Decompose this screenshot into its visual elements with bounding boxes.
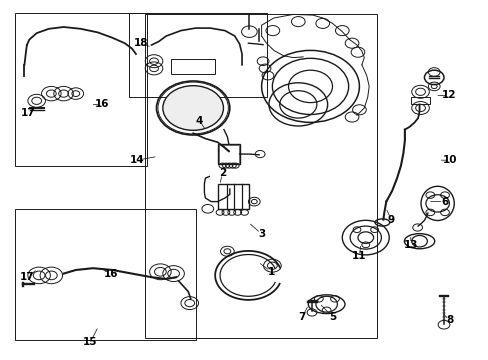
Bar xyxy=(171,59,215,74)
Text: 5: 5 xyxy=(328,312,335,322)
Bar xyxy=(128,13,266,97)
Bar xyxy=(219,145,238,163)
Text: 1: 1 xyxy=(267,267,274,277)
Text: 4: 4 xyxy=(195,116,203,126)
Circle shape xyxy=(163,86,223,130)
Bar xyxy=(15,13,146,166)
Text: 16: 16 xyxy=(104,269,119,279)
Text: 9: 9 xyxy=(387,215,394,225)
Text: 14: 14 xyxy=(129,155,144,165)
Text: 11: 11 xyxy=(351,251,366,261)
Bar xyxy=(15,209,195,340)
Text: 7: 7 xyxy=(298,312,305,322)
Text: 17: 17 xyxy=(21,108,36,118)
Bar xyxy=(410,97,429,104)
Text: 12: 12 xyxy=(441,90,455,100)
Text: 6: 6 xyxy=(441,197,447,207)
Text: 15: 15 xyxy=(83,337,98,347)
Text: 17: 17 xyxy=(20,272,34,282)
Text: 10: 10 xyxy=(442,155,456,165)
Text: 18: 18 xyxy=(133,38,148,48)
Bar xyxy=(217,144,239,164)
Bar xyxy=(145,14,376,338)
Bar xyxy=(217,184,249,209)
Text: 2: 2 xyxy=(219,168,225,178)
Text: 8: 8 xyxy=(446,315,452,325)
Text: 3: 3 xyxy=(258,229,264,239)
Text: 16: 16 xyxy=(94,99,109,109)
Text: 13: 13 xyxy=(403,240,417,250)
